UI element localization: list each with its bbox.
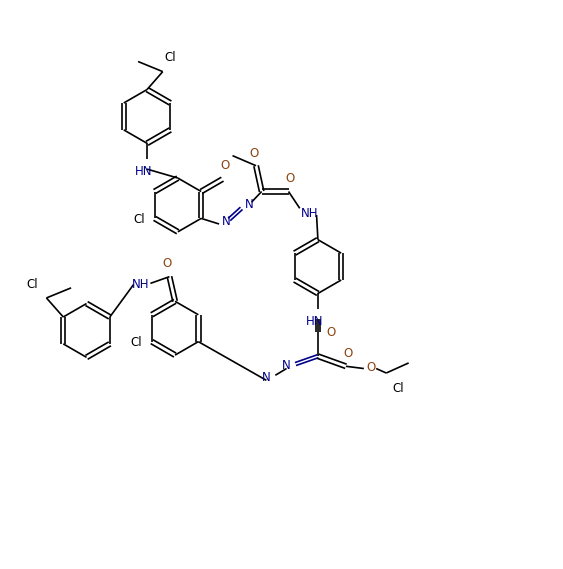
Text: N: N <box>282 358 291 372</box>
Text: Cl: Cl <box>165 51 176 64</box>
Text: HN: HN <box>135 165 153 178</box>
Text: N: N <box>262 371 271 384</box>
Text: Cl: Cl <box>133 213 145 226</box>
Text: Cl: Cl <box>26 278 38 291</box>
Text: O: O <box>285 172 294 184</box>
Text: N: N <box>222 215 231 228</box>
Text: HN: HN <box>306 315 323 328</box>
Text: NH: NH <box>132 278 149 291</box>
Text: O: O <box>366 361 375 374</box>
Text: O: O <box>163 257 172 270</box>
Text: Cl: Cl <box>393 382 404 395</box>
Text: NH: NH <box>301 208 319 220</box>
Text: O: O <box>249 147 258 160</box>
Text: O: O <box>327 326 336 339</box>
Text: O: O <box>220 159 229 172</box>
Text: N: N <box>244 198 253 211</box>
Text: Cl: Cl <box>130 336 142 349</box>
Text: O: O <box>343 348 353 361</box>
